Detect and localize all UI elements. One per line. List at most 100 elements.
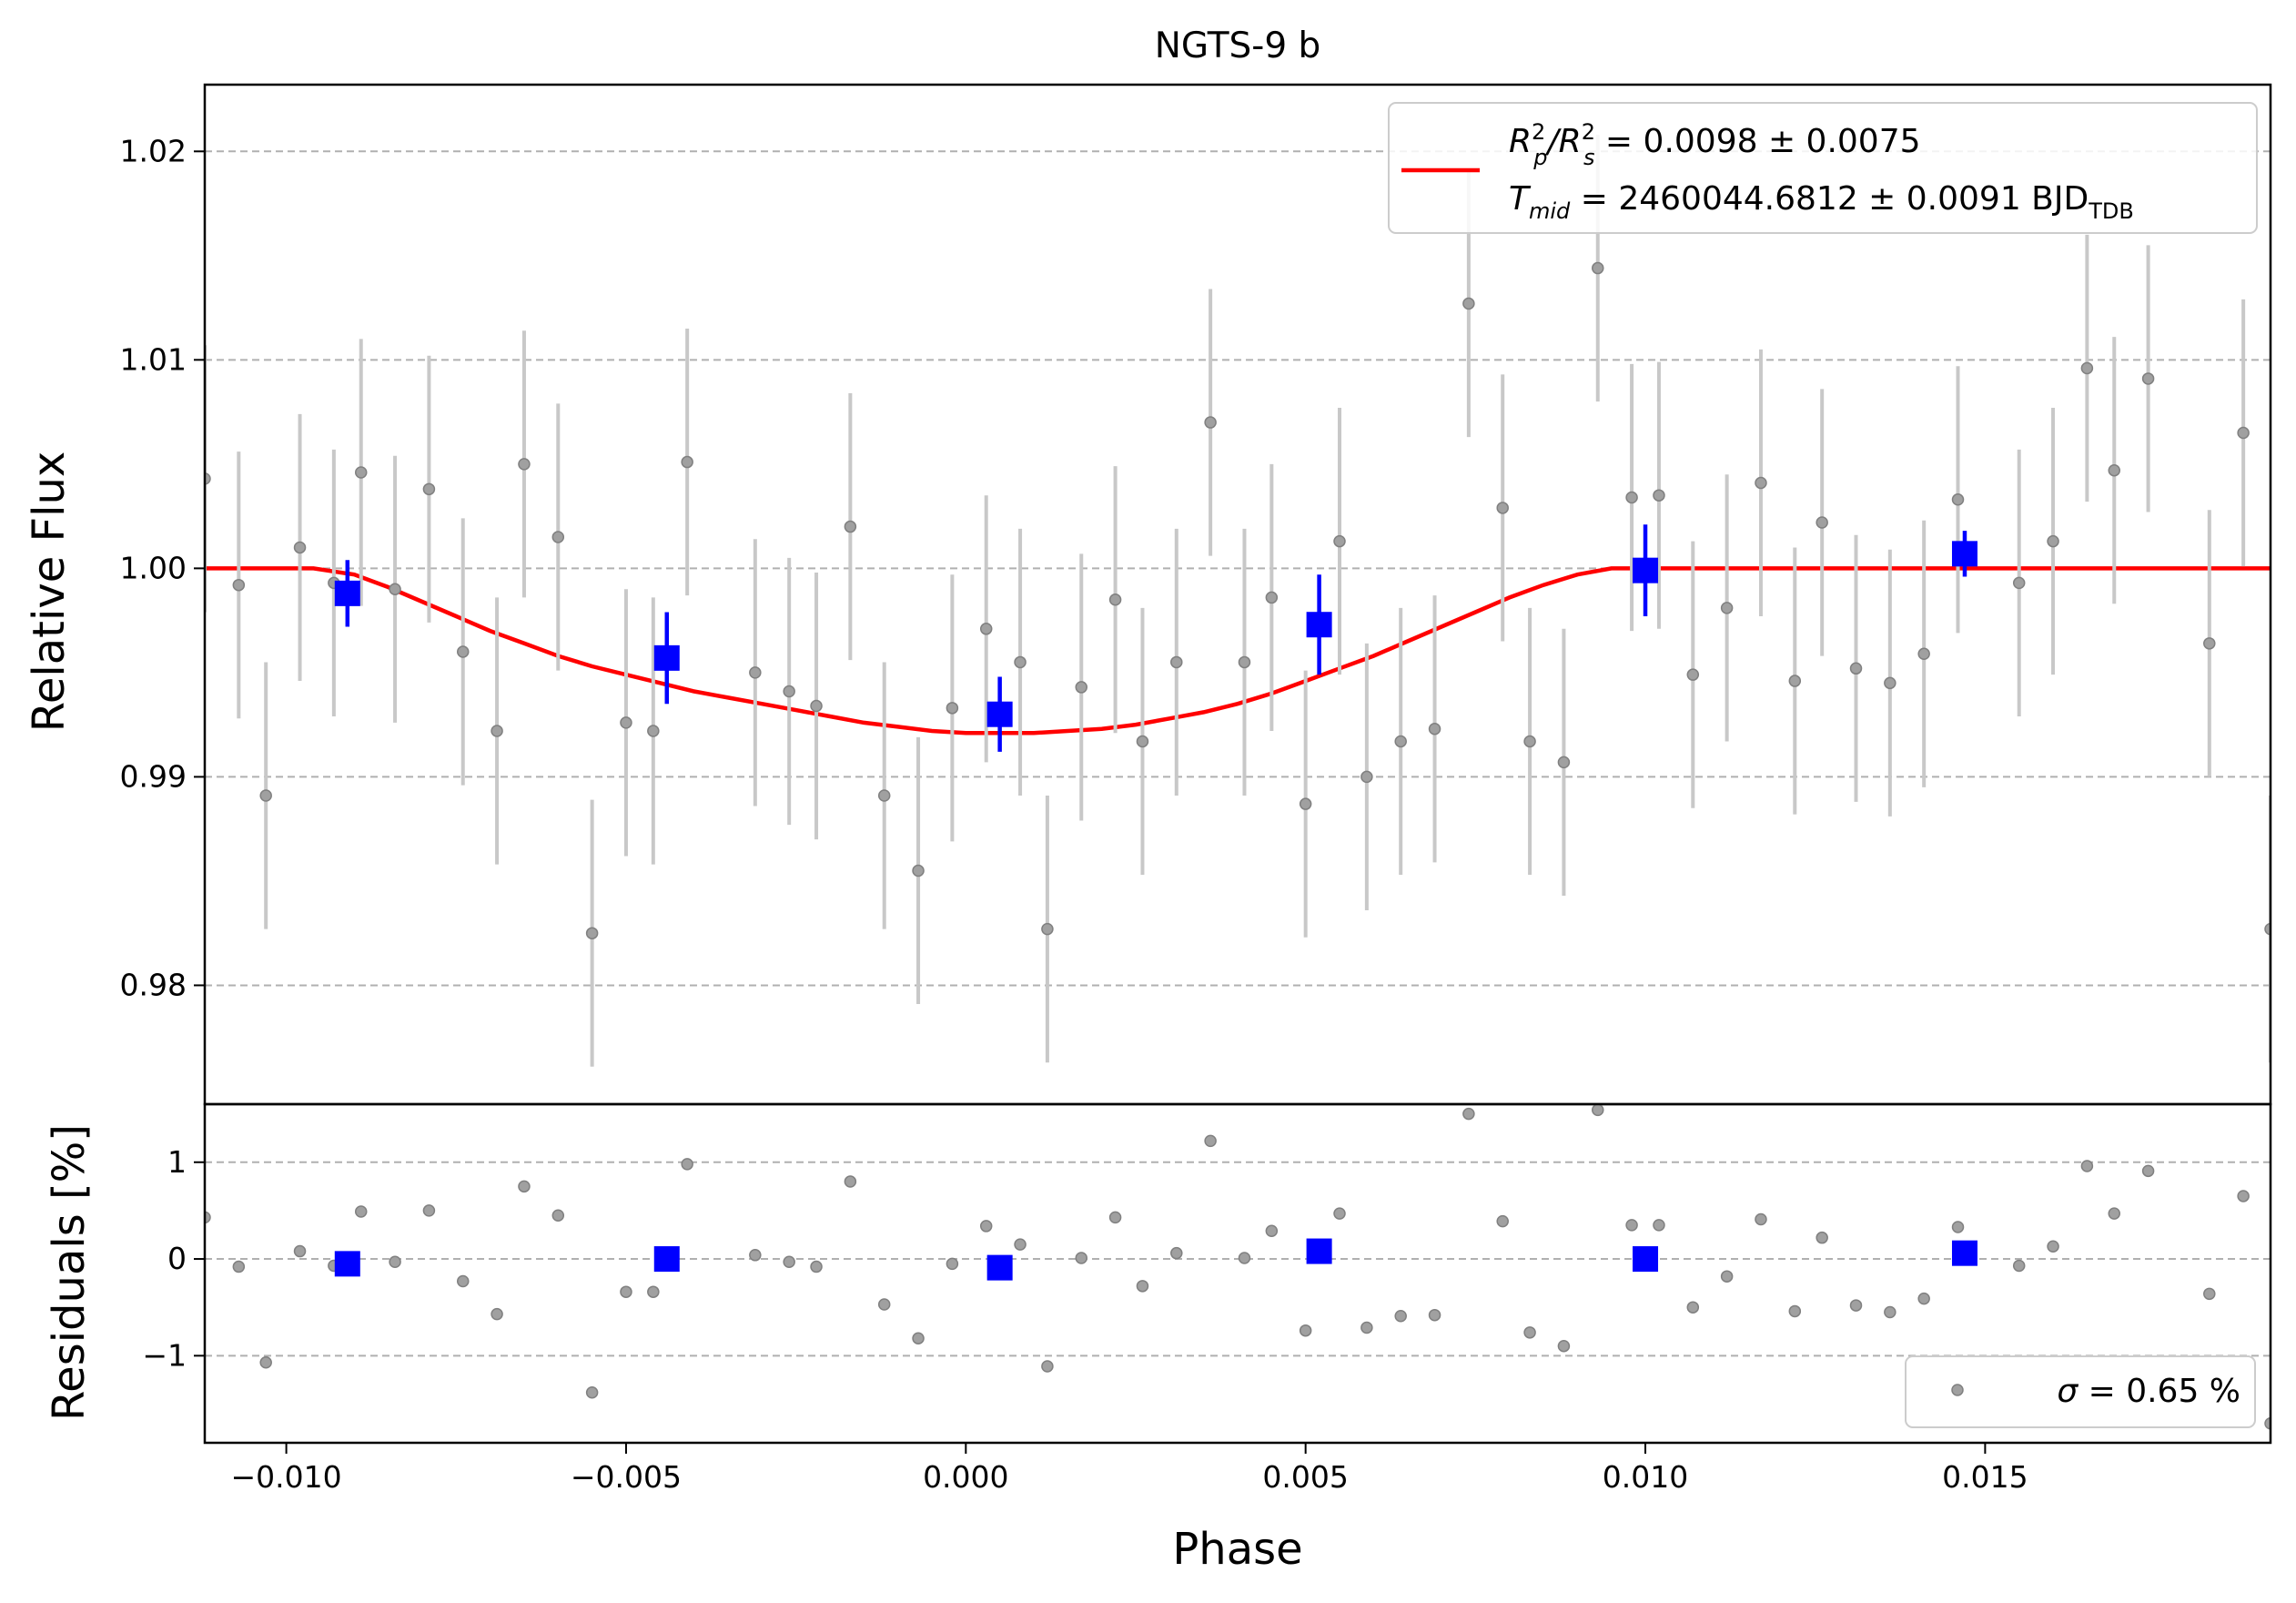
- flux-data-point: [1428, 722, 1441, 736]
- flux-data-point: [354, 466, 368, 479]
- chart-title: NGTS-9 b: [1155, 25, 1321, 66]
- residual-data-point: [877, 1298, 891, 1311]
- flux-data-point: [293, 541, 307, 554]
- residual-data-point: [518, 1180, 531, 1193]
- residual-data-point: [946, 1257, 959, 1271]
- residual-binned-point: [334, 1251, 360, 1277]
- residual-data-point: [1265, 1224, 1279, 1237]
- flux-data-point: [844, 520, 857, 533]
- legend-entry-sigma: σ = 0.65 %: [2057, 1373, 2240, 1410]
- residuals-panel-frame: [203, 1102, 2272, 1445]
- residual-data-point: [810, 1260, 823, 1273]
- residual-data-point: [1653, 1219, 1665, 1232]
- flux-data-point: [1333, 534, 1346, 548]
- residual-data-point: [620, 1285, 632, 1298]
- phase-x-tick-label: −0.010: [231, 1459, 342, 1495]
- flux-data-point: [2108, 463, 2121, 477]
- residual-data-point: [1686, 1301, 1700, 1314]
- residual-data-point: [232, 1260, 246, 1273]
- flux-data-point: [1557, 756, 1571, 769]
- flux-data-point: [1496, 502, 1509, 514]
- residual-data-point: [1557, 1339, 1571, 1353]
- phase-x-tick-label: 0.005: [1262, 1459, 1348, 1495]
- flux-data-point: [1014, 655, 1027, 669]
- flux-data-point: [259, 789, 272, 802]
- flux-data-point: [1720, 602, 1734, 614]
- flux-data-point: [1075, 681, 1088, 694]
- residual-data-point: [1394, 1310, 1407, 1323]
- residuals-panel: −1 0 1 −0.010 −0.005 0.000 0.005 0.010 0.015 Re…: [44, 1102, 2272, 1575]
- residual-data-point: [1917, 1292, 1930, 1305]
- residuals-data-points: [205, 1104, 2271, 1430]
- residual-data-point: [1788, 1304, 1802, 1318]
- residual-data-point: [647, 1285, 660, 1298]
- flux-y-tick-label: 1.00: [120, 550, 187, 585]
- residual-binned-point: [1633, 1246, 1659, 1273]
- flux-legend: R2 p/R2 s = 0.0098 ± 0.0075 Tmid = 2460044…: [1388, 102, 2258, 234]
- residual-data-point: [491, 1307, 503, 1321]
- flux-data-point: [1394, 735, 1407, 748]
- flux-data-point: [681, 455, 693, 469]
- flux-data-point: [389, 583, 401, 596]
- phase-x-ticks: −0.010 −0.005 0.000 0.005 0.010 0.015: [231, 1443, 2028, 1495]
- residuals-y-tick-label: 0: [167, 1241, 187, 1276]
- residuals-y-axis-label: Residuals [%]: [44, 1124, 95, 1421]
- flux-data-point: [205, 472, 211, 485]
- flux-data-point: [1884, 676, 1896, 690]
- flux-data-point: [1816, 516, 1828, 529]
- phase-x-tick-label: 0.015: [1942, 1459, 2028, 1495]
- flux-data-point: [1625, 491, 1638, 504]
- flux-data-point: [1299, 797, 1312, 810]
- residual-data-point: [749, 1249, 762, 1262]
- residual-data-point: [259, 1356, 272, 1369]
- residual-data-point: [1951, 1221, 1965, 1233]
- residual-data-point: [1299, 1324, 1312, 1337]
- flux-data-point: [1849, 662, 1863, 675]
- flux-data-point: [2047, 534, 2059, 548]
- residual-data-point: [1238, 1252, 1251, 1264]
- flux-data-point: [1238, 655, 1251, 669]
- flux-legend-box: [1388, 102, 2258, 234]
- flux-data-point: [2203, 637, 2216, 650]
- residual-data-point: [1592, 1104, 1604, 1117]
- residuals-y-ticks: −1 0 1: [142, 1144, 205, 1373]
- residual-data-point: [1625, 1219, 1638, 1232]
- residual-data-point: [1428, 1308, 1441, 1322]
- residual-data-point: [1108, 1211, 1122, 1224]
- residual-data-point: [1075, 1252, 1088, 1264]
- flux-data-point: [1686, 668, 1700, 681]
- residual-data-point: [1204, 1134, 1217, 1148]
- residual-data-point: [2108, 1207, 2121, 1220]
- residual-data-point: [1523, 1326, 1536, 1339]
- phase-x-axis-label: Phase: [1172, 1524, 1302, 1575]
- residual-data-point: [585, 1385, 599, 1399]
- phase-x-tick-label: 0.010: [1603, 1459, 1688, 1495]
- flux-data-point: [2237, 426, 2250, 440]
- flux-data-point: [946, 702, 959, 715]
- residual-data-point: [844, 1175, 857, 1188]
- residual-binned-point: [1951, 1240, 1977, 1266]
- flux-data-point: [2264, 922, 2271, 936]
- flux-data-point: [551, 531, 565, 543]
- flux-data-point: [1360, 770, 1373, 784]
- residual-data-point: [1014, 1238, 1027, 1251]
- flux-data-point: [912, 864, 925, 878]
- flux-binned-point: [1633, 557, 1659, 583]
- legend-residual-marker: [1951, 1384, 1964, 1396]
- flux-data-points: [205, 134, 2271, 1067]
- legend-entry-mid-transit: Tmid = 2460044.6812 ± 0.0091 BJDTDB: [1509, 180, 2134, 224]
- flux-data-point: [1170, 655, 1183, 669]
- flux-data-point: [1951, 493, 1965, 506]
- flux-data-point: [2141, 372, 2155, 385]
- flux-y-tick-label: 1.02: [120, 133, 187, 168]
- flux-data-point: [620, 716, 632, 729]
- flux-data-point: [979, 623, 993, 635]
- residual-data-point: [1816, 1231, 1828, 1244]
- residual-binned-point: [653, 1246, 680, 1273]
- residual-data-point: [2047, 1240, 2059, 1253]
- residuals-y-tick-label: 1: [167, 1144, 187, 1180]
- residual-data-point: [2080, 1160, 2094, 1172]
- legend-entry-radius-ratio: R2 p/R2 s = 0.0098 ± 0.0075: [1509, 119, 1921, 170]
- residual-binned-point: [986, 1254, 1013, 1281]
- flux-data-point: [647, 725, 660, 737]
